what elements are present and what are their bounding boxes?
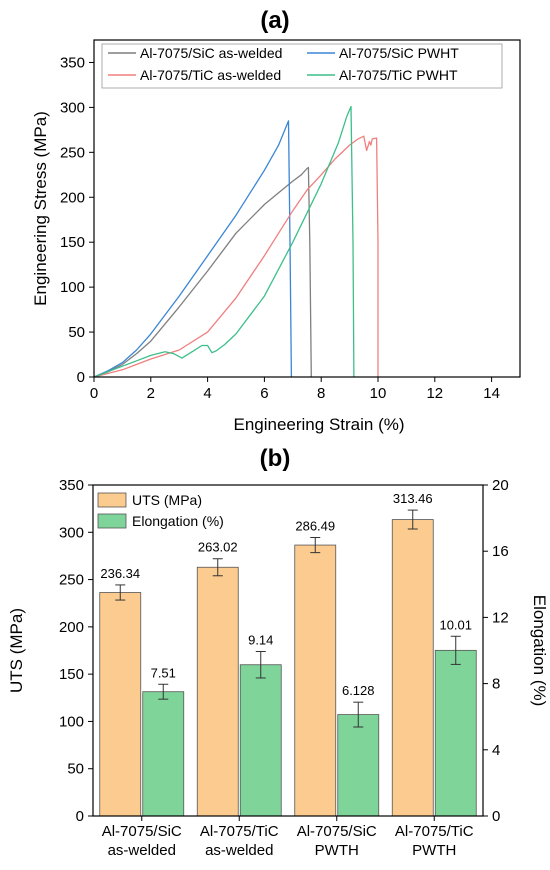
x-tick-label: 14 (483, 385, 500, 402)
y-tick-label: 0 (77, 369, 85, 386)
x-tick-label: 10 (370, 385, 387, 402)
series-line-2 (93, 120, 293, 378)
x-axis-title: Engineering Strain (%) (233, 415, 404, 434)
uts-data-label: 286.49 (295, 518, 335, 533)
plot-frame-a (93, 39, 521, 378)
legend-entry-4: Al-7075/TiC PWHT (339, 67, 458, 83)
y2-tick-label: 20 (492, 477, 509, 494)
y-tick-label: 350 (60, 54, 85, 71)
elongation-bar (239, 664, 282, 817)
y-axis-title: UTS (MPa) (7, 608, 26, 693)
category-label: Al-7075/TiC (395, 823, 474, 840)
category-label: Al-7075/SiC (102, 823, 182, 840)
series-line-3 (93, 135, 379, 378)
y-tick-label: 350 (59, 477, 84, 494)
y-tick-label: 250 (60, 144, 85, 161)
uts-bar (391, 519, 434, 817)
panel-b: (b) 236.34 7.51 Al-7075/SiC as-welded 263.02 9… (7, 445, 549, 859)
x-tick-label: 4 (203, 385, 211, 402)
y2-axis-title: Elongation (%) (530, 595, 549, 707)
legend-entry-b-2: Elongation (%) (132, 513, 224, 529)
elongation-data-label: 10.01 (439, 617, 472, 632)
y-tick-label: 200 (59, 619, 84, 636)
plot-frame-b (92, 484, 484, 817)
elongation-bar (337, 714, 380, 817)
y-axis-title: Engineering Stress (MPa) (31, 111, 50, 306)
panel-a-label: (a) (260, 7, 289, 34)
uts-bar (196, 566, 239, 817)
category-label: Al-7075/TiC (200, 823, 279, 840)
x-tick-label: 12 (426, 385, 443, 402)
x-tick-label: 6 (260, 385, 268, 402)
legend-swatch-b-1 (97, 492, 127, 508)
y2-tick-label: 4 (492, 742, 500, 759)
category-label: PWTH (412, 842, 456, 859)
legend-box-a (101, 43, 503, 89)
x-tick-label: 0 (90, 385, 98, 402)
legend-entry-1: Al-7075/SiC as-welded (140, 45, 282, 61)
y-tick-label: 150 (59, 666, 84, 683)
y-tick-label: 100 (60, 279, 85, 296)
legend-swatch-b-2 (97, 513, 127, 529)
category-label: Al-7075/SiC (297, 823, 377, 840)
category-label: as-welded (205, 842, 273, 859)
y-tick-label: 150 (60, 234, 85, 251)
uts-bar (99, 592, 142, 817)
y-tick-label: 300 (60, 99, 85, 116)
y-tick-label: 250 (59, 572, 84, 589)
y2-tick-label: 8 (492, 676, 500, 693)
elongation-data-label: 7.51 (151, 665, 176, 680)
y-tick-label: 50 (67, 761, 84, 778)
uts-data-label: 313.46 (393, 491, 433, 506)
category-label: as-welded (108, 842, 176, 859)
y-tick-label: 0 (76, 808, 84, 825)
elongation-data-label: 9.14 (248, 632, 273, 647)
series-line-4 (93, 105, 355, 378)
uts-data-label: 263.02 (198, 540, 238, 555)
panel-b-label: (b) (260, 445, 291, 472)
legend-entry-b-1: UTS (MPa) (132, 492, 202, 508)
uts-data-label: 236.34 (100, 566, 140, 581)
y-tick-label: 50 (68, 324, 85, 341)
y-tick-label: 300 (59, 524, 84, 541)
elongation-bar (142, 691, 185, 817)
x-tick-label: 2 (147, 385, 155, 402)
elongation-bar (434, 649, 477, 817)
y-tick-label: 100 (59, 713, 84, 730)
legend-entry-2: Al-7075/SiC PWHT (339, 45, 459, 61)
elongation-data-label: 6.128 (342, 683, 375, 698)
x-tick-label: 8 (317, 385, 325, 402)
panel-a: (a) 0 2 4 6 8 10 12 14 0 50 100 150 200 250 300 350 Engin… (31, 7, 521, 434)
y-tick-label: 200 (60, 189, 85, 206)
category-label: PWTH (315, 842, 359, 859)
y2-tick-label: 16 (492, 543, 509, 560)
uts-bar (294, 544, 337, 817)
y2-tick-label: 0 (492, 808, 500, 825)
series-line-1 (93, 166, 312, 378)
y2-tick-label: 12 (492, 609, 509, 626)
legend-entry-3: Al-7075/TiC as-welded (140, 67, 281, 83)
